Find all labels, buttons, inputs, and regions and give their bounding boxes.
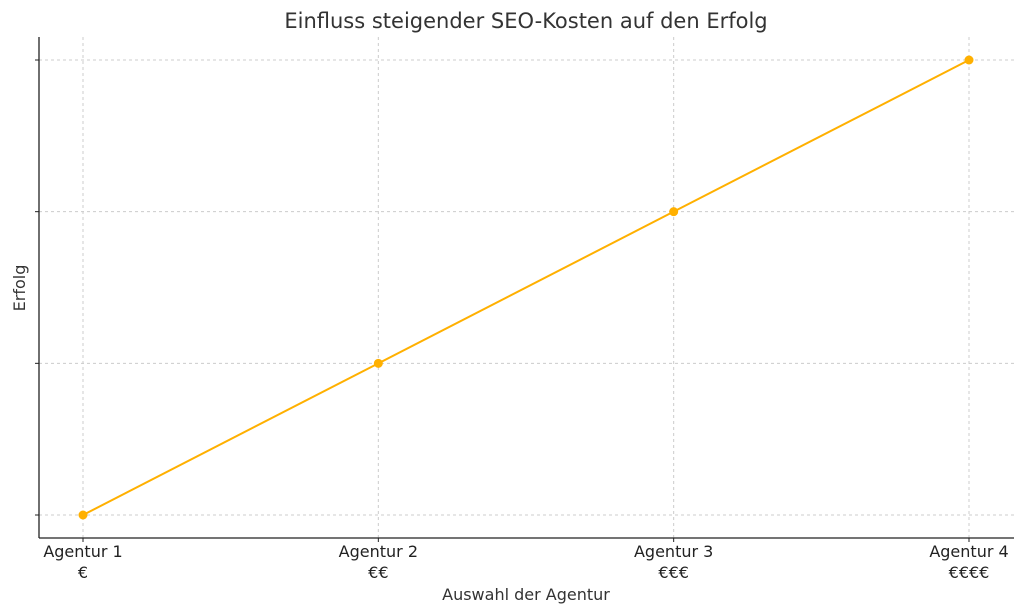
x-tick-labels: Agentur 1 € Agentur 2 €€ Agentur 3 €€€ Agentur…	[43, 542, 1008, 582]
grid	[39, 37, 1014, 538]
data-point	[373, 358, 383, 368]
ticks	[35, 59, 970, 542]
data-point	[964, 55, 974, 65]
series-line	[82, 59, 970, 516]
x-tick-label: Agentur 3	[634, 542, 713, 561]
x-tick-label: Agentur 1	[43, 542, 122, 561]
axes	[38, 37, 1014, 539]
data-point	[669, 207, 679, 217]
x-tick-cost-label: €€	[368, 563, 388, 582]
data-point	[78, 510, 88, 520]
x-axis-label: Auswahl der Agentur	[442, 585, 610, 604]
x-tick-label: Agentur 4	[929, 542, 1008, 561]
series	[78, 55, 974, 520]
x-tick-cost-label: €€€	[658, 563, 689, 582]
x-tick-cost-label: €€€€	[949, 563, 990, 582]
chart-title: Einfluss steigender SEO-Kosten auf den E…	[284, 9, 767, 33]
y-axis-label: Erfolg	[10, 265, 29, 312]
x-tick-label: Agentur 2	[339, 542, 418, 561]
x-tick-cost-label: €	[78, 563, 88, 582]
